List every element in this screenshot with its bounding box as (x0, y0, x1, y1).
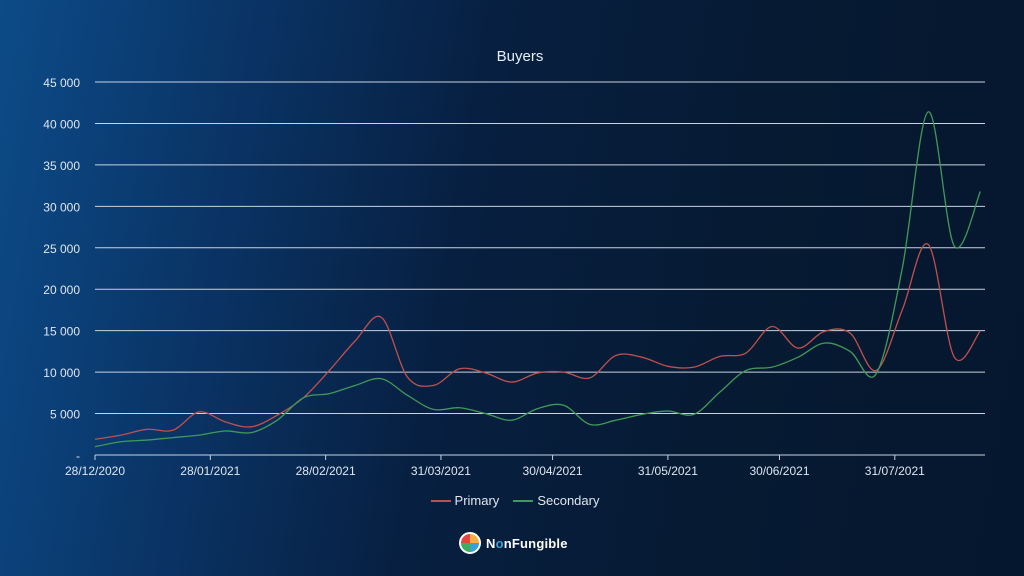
legend-label-primary: Primary (454, 493, 500, 508)
y-tick-label: 25 000 (43, 242, 80, 256)
y-tick-label: 15 000 (43, 325, 80, 339)
legend-swatch-secondary (513, 499, 534, 502)
x-tick-label: 31/07/2021 (865, 464, 925, 478)
y-tick-label: 40 000 (43, 117, 80, 131)
x-tick-label: 30/06/2021 (749, 464, 809, 478)
nonfungible-logo-icon (459, 532, 481, 554)
y-tick-label: 5 000 (50, 408, 80, 422)
y-tick-label: - (76, 449, 80, 463)
nonfungible-logo-text: NonFungible (486, 535, 568, 551)
x-tick-label: 31/03/2021 (411, 464, 471, 478)
x-tick-label: 28/01/2021 (180, 464, 240, 478)
x-tick-label: 30/04/2021 (523, 464, 583, 478)
series-line-primary (94, 243, 981, 440)
chart-title: Buyers (496, 48, 544, 65)
legend-item-primary[interactable]: Primary (430, 493, 500, 508)
nonfungible-logo: NonFungible (459, 532, 568, 554)
y-tick-label: 10 000 (43, 366, 80, 380)
y-tick-label: 30 000 (43, 200, 80, 214)
legend-swatch-primary (430, 499, 451, 502)
x-tick-label: 28/12/2020 (65, 464, 125, 478)
series-line-secondary (94, 111, 981, 448)
y-tick-label: 45 000 (43, 76, 80, 90)
y-tick-label: 35 000 (43, 159, 80, 173)
legend-item-secondary[interactable]: Secondary (513, 493, 599, 508)
x-tick-label: 28/02/2021 (296, 464, 356, 478)
legend-label-secondary: Secondary (537, 493, 600, 508)
legend: Primary Secondary (0, 493, 1024, 508)
x-tick-label: 31/05/2021 (638, 464, 698, 478)
y-tick-label: 20 000 (43, 283, 80, 297)
